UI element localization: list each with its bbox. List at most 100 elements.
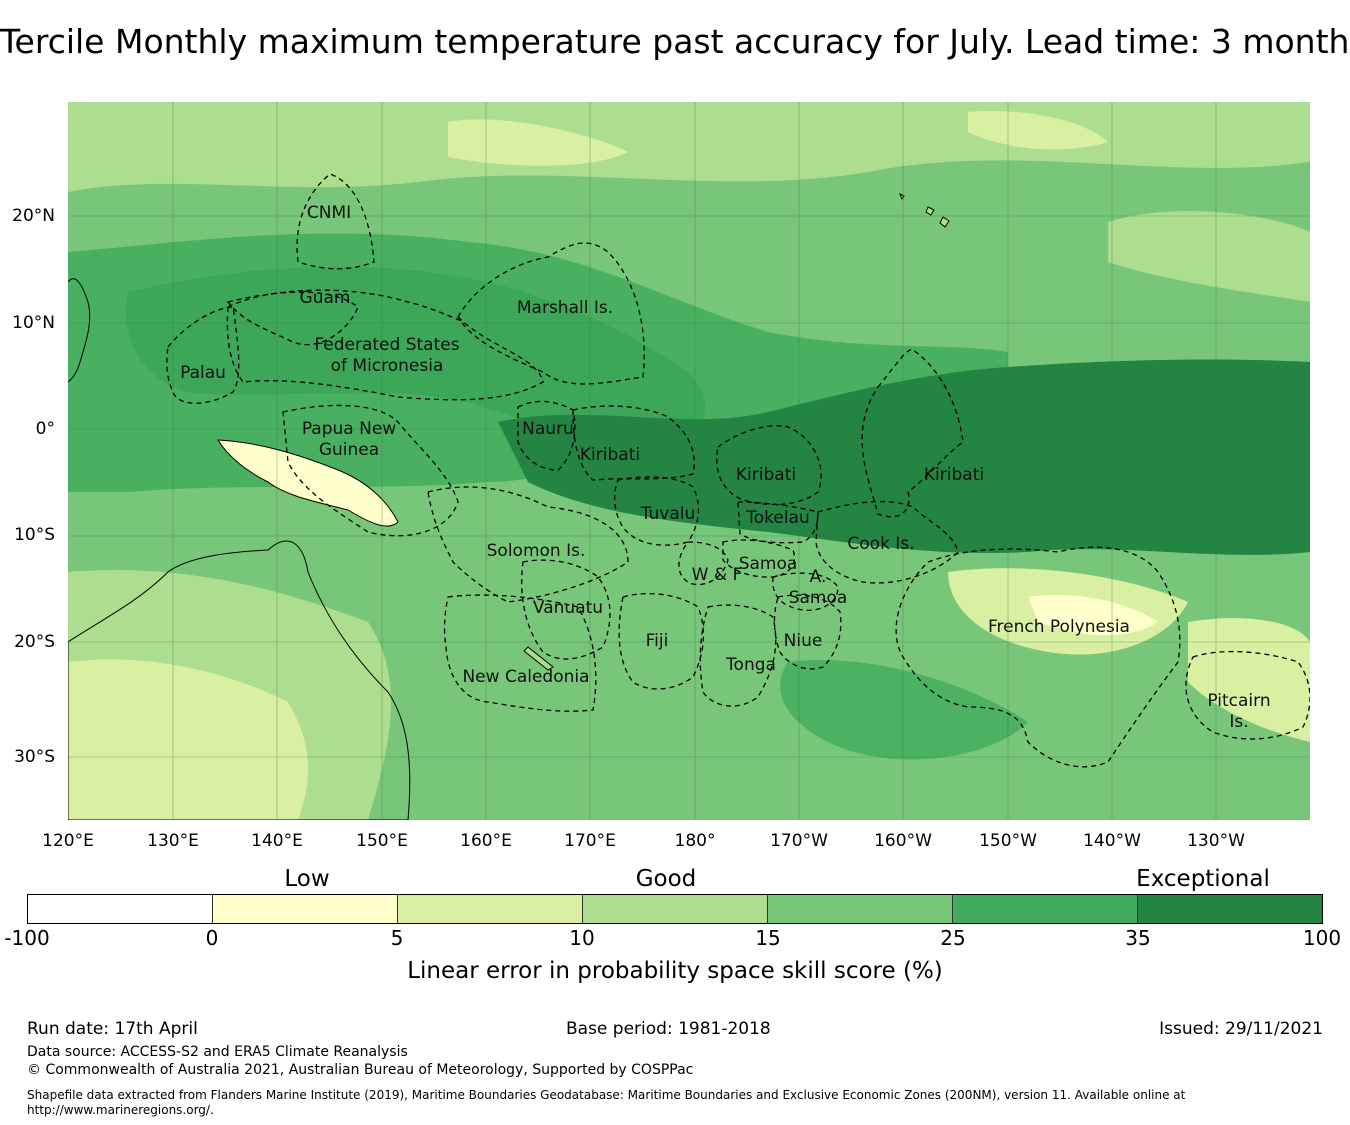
lat-tick: 10°N (12, 313, 55, 333)
lon-tick: 140°E (251, 831, 303, 851)
colorbar-tick: 0 (205, 926, 219, 950)
eez-samoa (722, 539, 796, 578)
region-label-vanuatu: Vanuatu (533, 598, 603, 618)
ne-light-patch (1108, 211, 1310, 302)
region-label-nauru: Nauru (522, 419, 574, 439)
australia-coastline (68, 540, 411, 820)
lat-tick: 10°S (14, 525, 55, 545)
french-polynesia-low-zone (1028, 594, 1158, 636)
philippines-coastline (68, 278, 91, 383)
colorbar-tick: 25 (940, 926, 966, 950)
colorbar-tick: 15 (755, 926, 781, 950)
region-label-kiribati-phoenix: Kiribati (736, 465, 796, 485)
lon-tick: 160°W (874, 831, 932, 851)
colorbar-tick: -100 (4, 926, 50, 950)
region-label-pitcairn-line1: Pitcairn (1207, 691, 1270, 711)
lat-tick: 0° (35, 419, 55, 439)
map-canvas: CNMI Guam Marshall Is. Federated States … (68, 102, 1310, 820)
lon-tick: 130°E (147, 831, 199, 851)
eez-kiribati-gilbert (572, 405, 695, 481)
eez-fiji (618, 592, 705, 690)
eez-kiribati-line (861, 349, 964, 518)
colorbar-tick: 10 (569, 926, 595, 950)
legend-category-good: Good (635, 866, 697, 892)
colorbar-tick: 100 (1302, 926, 1342, 950)
skill-score-map: CNMI Guam Marshall Is. Federated States … (68, 102, 1310, 820)
lon-tick: 180° (674, 831, 716, 851)
lon-tick: 170°W (770, 831, 828, 851)
lat-tick: 20°N (12, 206, 55, 226)
copyright: © Commonwealth of Australia 2021, Austra… (27, 1062, 694, 1078)
region-label-samoa: Samoa (739, 554, 798, 574)
eez-new-caledonia (443, 594, 597, 712)
legend-category-exceptional: Exceptional (1136, 866, 1270, 892)
north-pale-patch (448, 119, 628, 166)
region-label-niue: Niue (784, 631, 823, 651)
region-label-tuvalu: Tuvalu (640, 504, 696, 524)
eez-fsm (226, 289, 544, 401)
lat-tick: 30°S (14, 747, 55, 767)
lon-tick: 150°E (356, 831, 408, 851)
shapefile-note: Shapefile data extracted from Flanders M… (27, 1088, 1186, 1102)
pitcairn-pale-zone (1188, 618, 1310, 742)
region-label-american-samoa-line2: Samoa (789, 588, 848, 608)
region-label-fiji: Fiji (646, 631, 669, 651)
eez-french-polynesia (895, 546, 1181, 768)
lat-tick: 20°S (14, 632, 55, 652)
north-pale-patch-2 (968, 111, 1108, 150)
region-label-marshall: Marshall Is. (517, 298, 613, 318)
eez-palau (166, 306, 240, 404)
lon-tick: 120°E (42, 831, 94, 851)
region-label-pitcairn-line2: Is. (1229, 712, 1248, 732)
region-label-solomon: Solomon Is. (487, 541, 586, 561)
eez-vanuatu (521, 559, 611, 660)
region-label-fsm-line1: Federated States (314, 335, 459, 355)
region-label-new-caledonia: New Caledonia (462, 667, 589, 687)
eez-nauru (517, 400, 576, 471)
colorbar-segment (398, 895, 583, 923)
eez-pitcairn (1185, 650, 1310, 740)
region-label-french-polynesia: French Polynesia (988, 617, 1130, 637)
lon-tick: 170°E (564, 831, 616, 851)
south-good-patch (780, 660, 1028, 760)
region-label-tokelau: Tokelau (745, 508, 810, 528)
east-pacific-exceptional-band (498, 359, 1310, 555)
base-period: Base period: 1981-2018 (566, 1019, 771, 1039)
eez-png (282, 404, 459, 537)
lon-tick: 140°W (1083, 831, 1141, 851)
lon-tick: 150°W (979, 831, 1037, 851)
region-label-wallis-futuna: W & F (692, 565, 743, 585)
region-label-american-samoa-line1: A. (810, 567, 827, 587)
region-label-guam: Guam (300, 288, 351, 308)
shapefile-url: http://www.marineregions.org/. (27, 1103, 214, 1117)
lon-tick: 160°E (460, 831, 512, 851)
legend-category-low: Low (284, 866, 330, 892)
region-label-cook: Cook Is. (847, 534, 914, 554)
eez-cook-north (815, 500, 959, 584)
colorbar-segment (1138, 895, 1322, 923)
issued-date: Issued: 29/11/2021 (1159, 1019, 1323, 1039)
colorbar (27, 894, 1323, 924)
eez-cnmi (296, 173, 375, 270)
graticule (68, 102, 1310, 820)
colorbar-label: Linear error in probability space skill … (407, 958, 943, 984)
colorbar-segment (28, 895, 213, 923)
region-label-palau: Palau (180, 363, 226, 383)
region-label-png-line2: Guinea (319, 440, 379, 460)
colorbar-tick: 35 (1125, 926, 1151, 950)
map-title: Tercile Monthly maximum temperature past… (0, 22, 1350, 61)
eez-niue (773, 594, 842, 670)
lon-tick: 130°W (1187, 831, 1245, 851)
colorbar-segment (583, 895, 768, 923)
region-label-kiribati-line: Kiribati (924, 465, 984, 485)
colorbar-segment (768, 895, 953, 923)
new-guinea-land (217, 439, 399, 527)
region-label-png-line1: Papua New (302, 419, 396, 439)
colorbar-tick: 5 (390, 926, 404, 950)
run-date: Run date: 17th April (27, 1019, 198, 1039)
eez-marshall (457, 242, 645, 385)
tropical-good-band (68, 233, 1008, 492)
region-label-tonga: Tonga (725, 655, 776, 675)
eez-tuvalu (614, 476, 700, 546)
region-label-kiribati-gilbert: Kiribati (580, 445, 640, 465)
